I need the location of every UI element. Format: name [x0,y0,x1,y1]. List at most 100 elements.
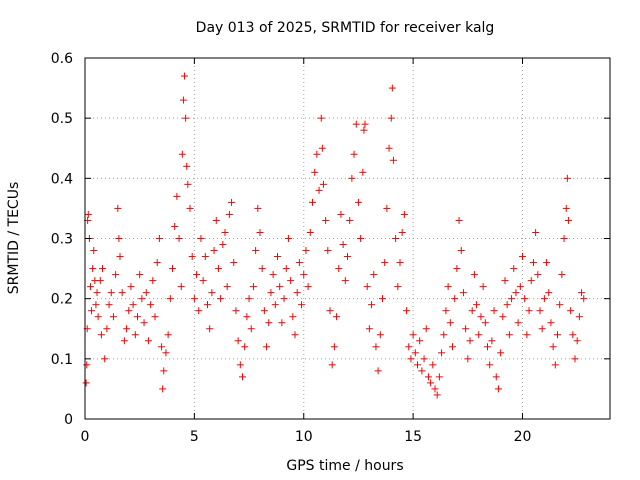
data-point [136,271,144,279]
data-point [201,253,209,261]
data-point [449,343,456,351]
data-point [516,283,524,291]
plot-frame [84,57,611,420]
data-point [575,313,583,321]
data-point [295,259,303,267]
data-point [549,343,557,351]
data-point [554,331,561,339]
data-point [175,235,183,242]
data-point [536,307,544,315]
data-point [190,295,198,303]
data-point [580,295,588,303]
data-point [479,283,487,291]
data-point [291,331,299,339]
data-point [486,361,494,369]
data-point [193,271,201,279]
data-point [556,301,564,309]
data-point [287,277,295,285]
data-point [444,283,452,291]
data-point [125,307,133,315]
data-point [394,283,402,291]
data-point [131,331,139,339]
data-point [505,331,513,339]
data-point [337,210,345,218]
data-point [234,337,242,345]
data-point [519,253,526,261]
data-point [455,216,463,224]
data-point [249,283,257,291]
data-point [181,72,189,80]
data-point [497,349,505,357]
data-point [451,295,459,303]
data-point [241,343,249,351]
data-point [267,289,275,297]
grid-lines [85,58,610,419]
data-point [435,373,443,381]
data-point [376,331,384,339]
data-point [457,247,465,255]
data-point [114,204,122,212]
data-point [221,228,229,236]
data-point [309,198,316,206]
data-point [514,319,522,327]
data-point [258,265,266,273]
data-point [160,367,168,375]
data-point [324,247,332,255]
data-point [138,295,146,303]
data-point [442,307,450,315]
data-point [396,259,404,267]
data-point [387,114,395,122]
data-point [453,265,461,273]
data-point [381,259,389,267]
data-point [567,307,575,315]
y-tick-label: 0.3 [51,232,73,248]
data-point [523,331,531,339]
x-tick-label: 20 [514,429,532,445]
data-point [210,247,218,255]
data-point [503,301,511,309]
data-point [118,289,126,297]
data-point [171,222,179,230]
data-point [127,283,135,291]
data-point [96,277,104,285]
data-point [578,289,586,297]
data-point [385,144,393,152]
data-point [392,235,400,242]
data-point [197,235,205,242]
data-point [372,343,380,351]
data-point [82,379,90,387]
data-point [173,192,181,200]
data-point [427,379,435,387]
data-point [330,343,338,351]
data-point [184,180,192,188]
data-point [424,373,432,381]
data-point [186,204,194,212]
data-point [274,253,281,261]
data-point [199,277,207,285]
data-point [534,271,542,279]
data-point [319,180,327,188]
data-point [225,210,233,218]
data-point [473,301,481,309]
data-point [123,325,131,333]
data-point [540,295,548,303]
data-point [217,295,225,303]
data-point [265,319,273,327]
data-point [438,349,446,357]
data-point [558,271,566,279]
x-tick-labels: 0 5 10 15 20 [81,429,532,445]
data-point [354,198,362,206]
data-point [103,325,111,333]
data-point [97,331,105,339]
data-point [177,283,185,291]
data-point [407,355,415,363]
data-point [306,228,314,236]
data-point [409,331,417,339]
data-point [414,361,421,369]
data-point [212,216,220,224]
data-point [116,253,124,261]
data-point [403,307,411,315]
data-point [322,216,330,224]
y-tick-label: 0 [64,412,73,428]
